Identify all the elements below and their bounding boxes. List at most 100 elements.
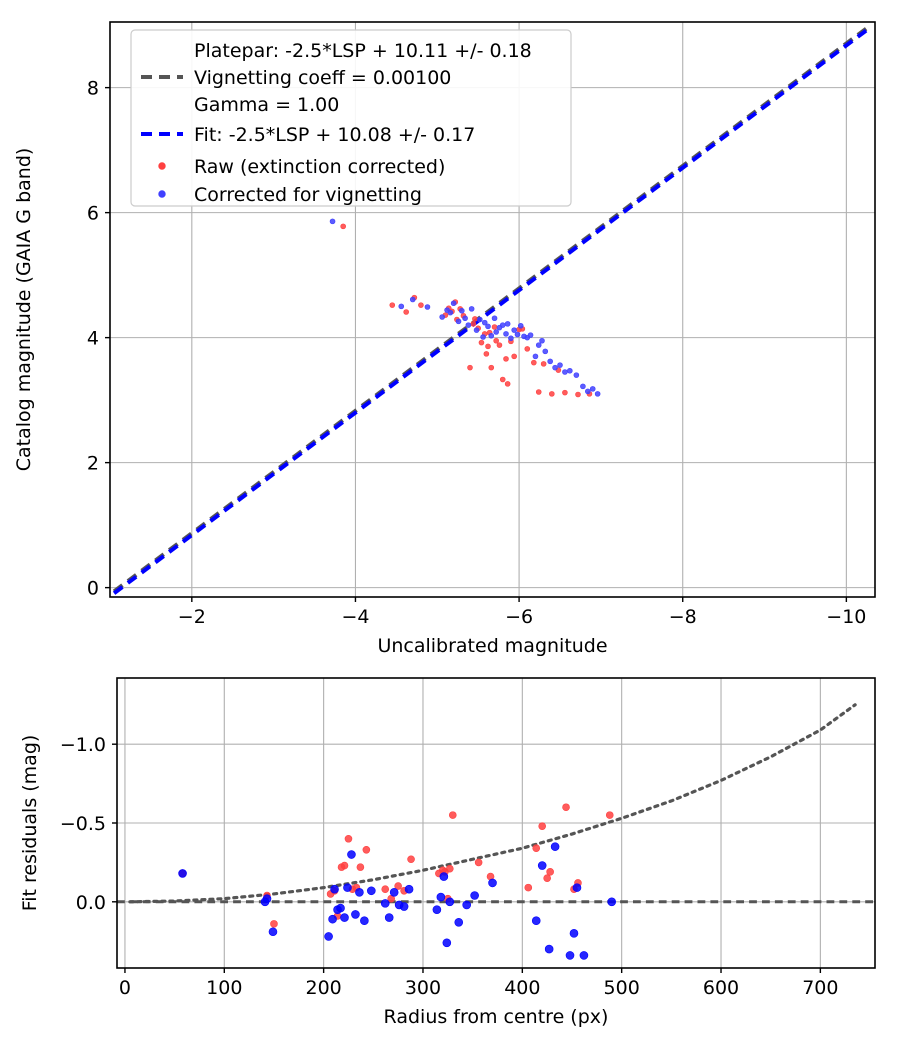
y-tick-label: 6 <box>87 203 99 225</box>
data-point <box>524 883 533 892</box>
data-point <box>580 383 586 390</box>
data-point <box>340 861 349 870</box>
data-point <box>178 869 187 878</box>
data-point <box>543 874 551 882</box>
data-point <box>480 334 486 340</box>
data-point <box>262 894 272 903</box>
data-point <box>446 864 454 873</box>
data-point <box>468 306 475 312</box>
y-tick-label: 0.0 <box>76 892 106 914</box>
y-tick-label: −0.5 <box>60 813 106 835</box>
data-point <box>514 331 521 338</box>
data-point <box>470 891 479 900</box>
legend-marker-handle <box>158 162 166 170</box>
series-markers <box>329 218 601 397</box>
data-point <box>328 914 337 924</box>
data-point <box>488 332 495 339</box>
data-point <box>462 315 468 322</box>
tick-group: −2 −4 −6 −8 −10 0 2 4 6 8 <box>87 78 867 628</box>
data-point <box>478 339 485 346</box>
data-point <box>607 897 617 907</box>
data-point <box>336 903 345 913</box>
data-point <box>481 319 488 326</box>
data-point <box>503 356 509 362</box>
data-point <box>504 381 511 387</box>
plot-line <box>112 25 873 595</box>
data-point <box>589 386 596 392</box>
data-point <box>511 353 517 360</box>
data-point <box>362 845 371 854</box>
x-tick-label: 400 <box>504 977 540 999</box>
data-point <box>340 913 349 922</box>
data-point <box>384 913 394 922</box>
x-tick-label: −8 <box>669 606 697 628</box>
data-point <box>403 309 409 315</box>
data-point <box>540 361 547 367</box>
data-point <box>535 389 542 395</box>
data-point <box>493 329 499 335</box>
data-point <box>531 359 537 366</box>
x-axis-label: Radius from centre (px) <box>384 1006 609 1028</box>
data-point <box>503 331 509 337</box>
data-point <box>567 367 573 374</box>
tick-group: 0 100 200 300 400 500 600 700 0.0 −0.5 −1.0 <box>60 734 839 999</box>
data-point <box>485 343 491 350</box>
data-point <box>447 309 454 316</box>
data-point <box>538 822 546 830</box>
data-point <box>473 327 480 333</box>
data-point <box>485 323 491 330</box>
x-tick-label: −4 <box>341 606 369 628</box>
data-point <box>557 362 563 368</box>
y-tick-label: 8 <box>87 78 99 100</box>
data-point <box>562 389 568 396</box>
data-point <box>389 888 399 897</box>
data-point <box>550 842 560 851</box>
data-point <box>355 888 364 897</box>
x-axis-label: Uncalibrated magnitude <box>377 635 607 657</box>
legend-label: Raw (extinction corrected) <box>194 156 445 178</box>
data-point <box>380 899 390 908</box>
data-point <box>436 892 446 902</box>
data-point <box>532 844 541 853</box>
data-point <box>544 944 554 954</box>
data-point <box>329 218 336 225</box>
data-point <box>594 391 601 397</box>
data-point <box>398 303 405 310</box>
data-point <box>424 304 431 310</box>
data-point <box>367 886 376 896</box>
data-point <box>575 391 581 398</box>
data-point <box>467 364 473 371</box>
x-tick-label: 500 <box>604 977 640 999</box>
data-point <box>527 332 534 338</box>
data-point <box>351 910 360 919</box>
data-point <box>356 863 365 871</box>
legend-label: Fit: -2.5*LSP + 10.08 +/- 0.17 <box>194 124 475 146</box>
x-tick-label: 0 <box>119 977 131 999</box>
y-tick-label: 2 <box>87 453 99 475</box>
data-point <box>539 337 545 344</box>
data-point <box>418 302 424 308</box>
data-point <box>324 932 333 941</box>
legend-label: Gamma = 1.00 <box>194 94 339 116</box>
grid-lines <box>117 678 875 968</box>
data-point <box>330 884 339 894</box>
data-point <box>344 834 353 843</box>
data-point <box>499 376 506 383</box>
y-tick-label: 0 <box>87 578 99 600</box>
legend-label: Corrected for vignetting <box>194 184 422 206</box>
y-axis-label: Catalog magnitude (GAIA G band) <box>13 148 35 472</box>
series-markers <box>178 803 614 928</box>
data-point <box>347 850 356 859</box>
data-point <box>535 342 542 348</box>
data-point <box>448 811 457 819</box>
axes-fit-residuals: 0 100 200 300 400 500 600 700 0.0 −0.5 −1.0 Radius … <box>19 677 876 1028</box>
x-tick-label: 300 <box>405 977 441 999</box>
data-point <box>455 318 462 325</box>
data-point <box>472 316 478 322</box>
data-point <box>562 369 568 375</box>
data-point <box>360 916 369 926</box>
data-point <box>546 868 554 876</box>
data-point <box>562 803 570 812</box>
data-point <box>549 391 555 397</box>
data-point <box>504 321 511 327</box>
